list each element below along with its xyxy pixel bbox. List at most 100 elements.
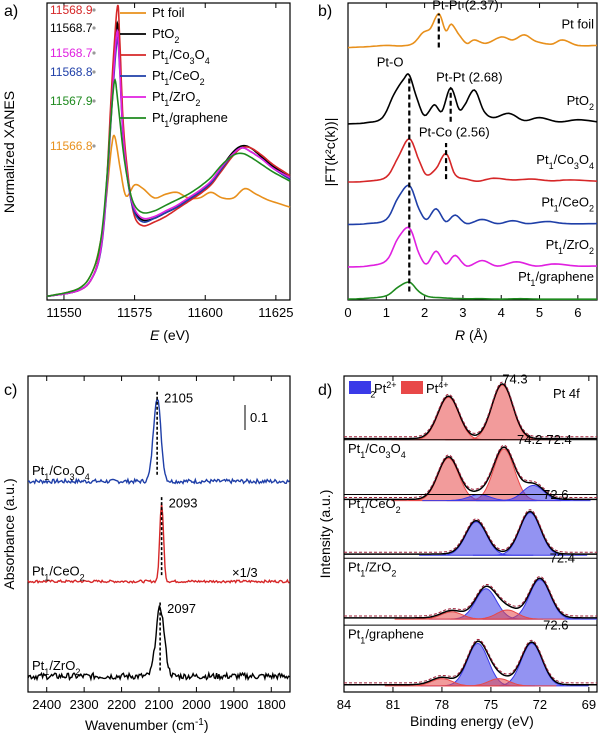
panel-d-annotation-3-0: 72.4	[550, 551, 575, 566]
panel-c-line-1	[27, 503, 290, 584]
panel-c-x-tick-label: 1800	[257, 697, 286, 712]
panel-d-title: Pt 4f	[553, 386, 580, 401]
panel-c-xlabel-sup: -1	[195, 717, 204, 728]
panel-a-edge-label-5: 11566.8	[50, 139, 93, 153]
panel-a-line-5	[46, 78, 291, 298]
panel-d-label: d)	[318, 382, 332, 399]
panel-b-x-tick-label: 6	[574, 305, 581, 320]
panel-b-x-tick-label: 3	[459, 305, 466, 320]
panel-d-fit-3	[344, 575, 597, 617]
panel-c-xlabel-main: Wavenumber (cm	[85, 717, 195, 733]
panel-c-label: c)	[4, 382, 17, 399]
panel-b-x-ticks: 0 1 2 3 4 5 6	[344, 3, 581, 320]
panel-a-x-tick-label: 11575	[117, 305, 152, 320]
panel-d-x-tick-label: 72	[533, 697, 547, 712]
panel-c-ylabel: Absorbance (a.u.)	[1, 478, 17, 589]
panel-b-series-label-1: PtO2	[567, 93, 594, 112]
panel-a-edge-marker-3	[92, 70, 96, 74]
panel-d-legend-label-1: Pt4+	[426, 380, 449, 396]
panel-a-x-ticks: 11550 11575 11600 11625	[46, 3, 293, 320]
panel-c-x-tick-label: 2000	[182, 697, 211, 712]
panel-d-peak-3-3	[450, 609, 565, 620]
panel-d-x-tick-label: 78	[435, 697, 449, 712]
panel-d-peak-4-3	[441, 678, 557, 687]
panel-b-x-tick-label: 0	[344, 305, 351, 320]
panel-a-edge-label-3: 11568.8	[50, 65, 93, 79]
panel-b-series-label-4: Pt1/ZrO2	[546, 237, 594, 256]
panel-a-edge-marker-0	[92, 8, 96, 12]
panel-a-x-tick-label: 11550	[46, 305, 81, 320]
panel-d-peak-2-1	[472, 512, 588, 556]
panel-d-x-tick-label: 81	[386, 697, 400, 712]
panel-d-envelope-0	[344, 383, 597, 440]
panel-b-x-tick-label: 4	[498, 305, 505, 320]
panel-a-edge-marker-1	[92, 26, 96, 30]
panel-a-xlabel: E (eV)	[150, 327, 190, 343]
panel-b-annotation-1: Pt-O	[377, 55, 404, 70]
panel-c-peak-label-1: 2093	[169, 496, 198, 511]
panel-c-multiplier: ×1/3	[232, 565, 258, 580]
panel-a-legend: Pt foil PtO2 Pt1/Co3O4 Pt1/CeO2 Pt1/ZrO2 Pt1/…	[120, 5, 228, 129]
panel-b-line-5	[347, 281, 597, 301]
panel-d-legend-swatch-0	[349, 381, 371, 394]
panel-c-annotations: 2105 Pt1/Co3O4 2093 Pt1/CeO2 2097 Pt1/ZrO2	[32, 390, 198, 677]
panel-b-dashed-lines	[408, 13, 452, 292]
panel-d-xlabel: Binding energy (eV)	[410, 713, 534, 729]
panel-c-xlabel: Wavenumber (cm-1)	[85, 717, 209, 734]
panel-d-x-tick-label: 69	[582, 697, 596, 712]
panel-a: a) 11550 11575 11600 11625 11568.911568.711…	[1, 2, 293, 343]
panel-b-annotation-3: Pt-Co (2.56)	[419, 125, 490, 140]
panel-c-x-ticks: 2400 2300 2200 2100 2000 1900 1800	[32, 376, 286, 712]
panel-a-edge-marker-4	[92, 99, 96, 103]
panel-d-series-label-3: Pt1/ZrO2	[348, 560, 396, 579]
panel-a-x-tick-label: 11600	[188, 305, 223, 320]
panel-b-annotation-2: Pt-Pt (2.68)	[436, 69, 502, 84]
panel-b-x-tick-label: 5	[536, 305, 543, 320]
panel-b-line-3	[347, 184, 598, 226]
panel-a-ylabel: Normalized XANES	[1, 91, 17, 213]
panel-a-edge-labels: 11568.9 11568.7 11568.7 11568.8 11567.9 11566…	[50, 3, 96, 153]
panel-d-fit-1	[344, 444, 597, 498]
panel-b-line-0	[347, 12, 598, 49]
panel-d-envelope-1	[344, 446, 597, 501]
panel-d-annotation-1-1: 72.4	[546, 432, 571, 447]
panel-c-x-tick-label: 2200	[107, 697, 136, 712]
panel-d-fit-4	[344, 638, 597, 684]
panel-a-edge-marker-2	[92, 51, 96, 55]
panel-a-x-tick-label: 11625	[258, 305, 293, 320]
panel-b-series-label-3: Pt1/CeO2	[541, 195, 594, 214]
panel-d-legend: Pt2+ Pt4+	[349, 380, 449, 396]
panel-a-edge-marker-5	[92, 144, 96, 148]
panel-c-x-tick-label: 2300	[70, 697, 99, 712]
panel-a-legend-label-0: Pt foil	[152, 5, 185, 20]
panel-b-x-tick-label: 2	[421, 305, 428, 320]
panel-b-xlabel-unit: (Å)	[465, 327, 488, 343]
panel-a-frame	[46, 2, 291, 301]
panel-c-x-tick-label: 2400	[32, 697, 61, 712]
panel-b-annotations: Pt-Pt (2.37) Pt-O Pt-Pt (2.68) Pt-Co (2.56)	[377, 0, 503, 140]
panel-b-lines: Pt foil PtO2 Pt1/Co3O4 Pt1/CeO2 Pt1/ZrO2 Pt1/…	[347, 12, 598, 301]
panel-d-annotation-0-0: 74.3	[502, 371, 527, 386]
panel-d-series-label-2: Pt1/CeO2	[348, 496, 401, 515]
panel-c-series-label-1: Pt1/CeO2	[32, 563, 85, 582]
panel-d-annotation-1-0: 74.2	[517, 432, 542, 447]
panel-b-label: b)	[318, 3, 332, 20]
panel-a-xlabel-unit: (eV)	[159, 327, 189, 343]
panel-d-legend-label-0: Pt2+	[374, 380, 397, 396]
panel-c-peak-label-2: 2097	[167, 601, 196, 616]
panel-d-x-tick-label: 84	[337, 697, 351, 712]
panel-c-x-tick-label: 2100	[145, 697, 174, 712]
panel-d-legend-swatch-1	[401, 381, 423, 394]
panel-a-edge-label-2: 11568.7	[50, 46, 93, 60]
panel-c-line-2	[27, 605, 290, 682]
panel-b-frame	[347, 2, 598, 301]
panel-d-envelope-4	[344, 640, 597, 686]
panel-b-xlabel: R (Å)	[455, 327, 488, 343]
panel-a-legend-label-1: PtO2	[152, 26, 179, 45]
panel-d-envelope-2	[344, 510, 597, 555]
panel-b-line-1	[347, 73, 598, 125]
panel-b-annotation-0: Pt-Pt (2.37)	[432, 0, 498, 12]
